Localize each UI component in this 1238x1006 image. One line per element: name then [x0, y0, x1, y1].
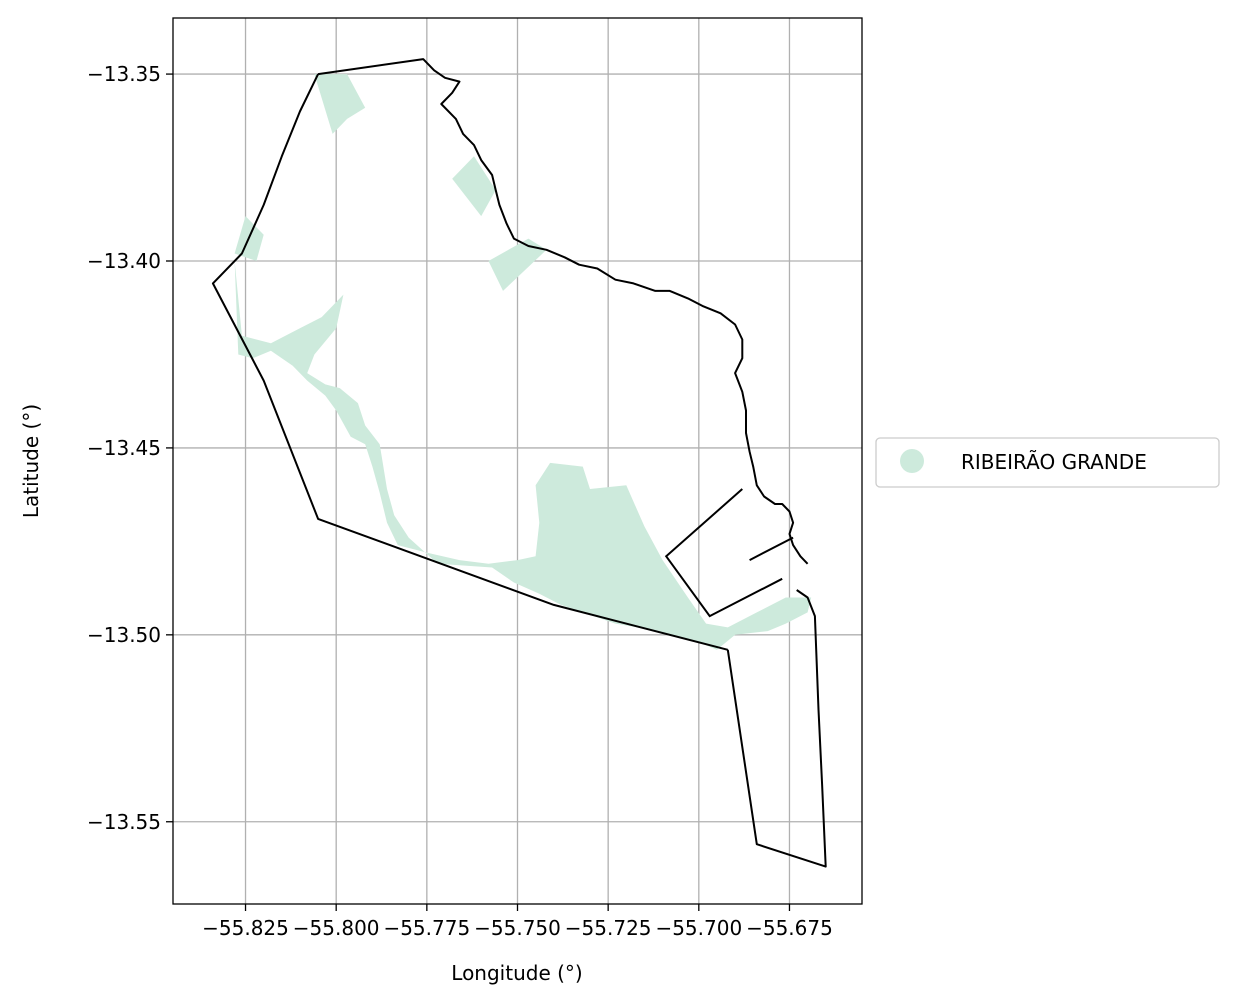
land-cover-polygon [488, 238, 547, 291]
y-axis-label: Latitude (°) [19, 404, 43, 518]
boundary-inset-polygon [664, 488, 783, 618]
boundary-south-edge [726, 589, 827, 868]
y-axis-ticks: −13.35 −13.40 −13.45 −13.50 −13.55 [87, 62, 173, 834]
y-tick-label: −13.40 [87, 249, 161, 273]
y-tick-label: −13.35 [87, 62, 161, 86]
grid [173, 18, 862, 904]
legend-label: RIBEIRÃO GRANDE [961, 450, 1147, 474]
y-tick-label: −13.55 [87, 810, 161, 834]
x-axis-ticks: −55.825 −55.800 −55.775 −55.750 −55.725 −55.7… [202, 904, 833, 940]
x-tick-label: −55.750 [474, 916, 561, 940]
x-tick-label: −55.825 [202, 916, 289, 940]
boundary-inner-line [749, 536, 794, 561]
boundary-west-edge [211, 73, 729, 651]
legend-box [875, 437, 1220, 488]
land-cover-polygon [452, 156, 496, 217]
x-tick-label: −55.675 [746, 916, 833, 940]
land-cover-polygon [234, 261, 812, 650]
land-cover-fill [234, 74, 812, 650]
x-tick-label: −55.700 [655, 916, 742, 940]
x-tick-label: −55.775 [383, 916, 470, 940]
y-tick-label: −13.50 [87, 623, 161, 647]
legend-marker [900, 449, 924, 473]
land-cover-polygon [314, 74, 366, 134]
y-tick-label: −13.45 [87, 436, 161, 460]
boundary-river-edge [317, 58, 809, 565]
x-tick-label: −55.800 [293, 916, 380, 940]
x-axis-label: Longitude (°) [451, 961, 582, 985]
x-tick-label: −55.725 [565, 916, 652, 940]
municipality-boundary [211, 58, 827, 868]
legend: RIBEIRÃO GRANDE [875, 437, 1220, 488]
